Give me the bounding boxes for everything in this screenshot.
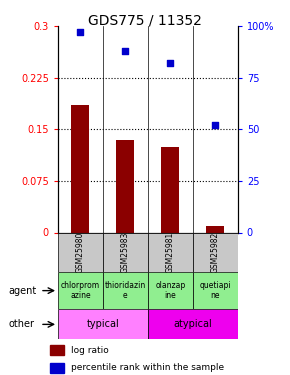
Text: thioridazin
e: thioridazin e [105, 281, 146, 300]
Bar [103, 272, 148, 309]
Bar [148, 309, 238, 339]
Text: agent: agent [9, 286, 37, 296]
Text: GSM25981: GSM25981 [166, 231, 175, 273]
Text: percentile rank within the sample: percentile rank within the sample [71, 363, 224, 372]
Bar [103, 232, 148, 272]
Text: olanzap
ine: olanzap ine [155, 281, 186, 300]
Text: quetiapi
ne: quetiapi ne [200, 281, 231, 300]
Text: GDS775 / 11352: GDS775 / 11352 [88, 13, 202, 27]
Bar [193, 272, 238, 309]
Bar [206, 226, 224, 232]
Bar [58, 232, 103, 272]
Text: GSM25983: GSM25983 [121, 231, 130, 273]
Bar [58, 309, 148, 339]
Bar [50, 345, 64, 355]
Point [78, 30, 83, 36]
Point [168, 60, 173, 66]
Text: log ratio: log ratio [71, 346, 108, 355]
Bar [148, 232, 193, 272]
Text: other: other [9, 320, 35, 329]
Point [213, 122, 218, 128]
Text: GSM25980: GSM25980 [76, 231, 85, 273]
Text: chlorprom
azine: chlorprom azine [61, 281, 100, 300]
Bar [50, 363, 64, 373]
Text: GSM25982: GSM25982 [211, 231, 220, 273]
Bar [71, 105, 89, 232]
Point [123, 48, 128, 54]
Bar [193, 232, 238, 272]
Bar [148, 272, 193, 309]
Bar [161, 147, 179, 232]
Bar [58, 272, 103, 309]
Text: atypical: atypical [173, 320, 212, 329]
Bar [116, 140, 134, 232]
Text: typical: typical [87, 320, 119, 329]
